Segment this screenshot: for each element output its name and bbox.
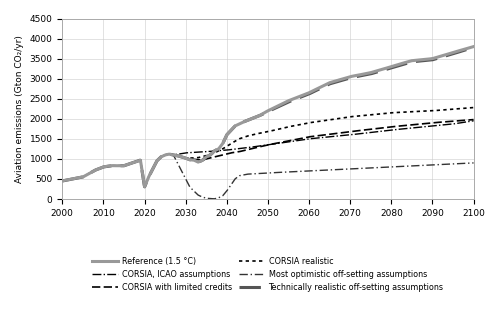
Y-axis label: Aviation emissions (Gton CO₂/yr): Aviation emissions (Gton CO₂/yr) [15,35,24,183]
Legend: Reference (1.5 °C), CORSIA, ICAO assumptions, CORSIA with limited credits, CORSI: Reference (1.5 °C), CORSIA, ICAO assumpt… [92,257,444,292]
